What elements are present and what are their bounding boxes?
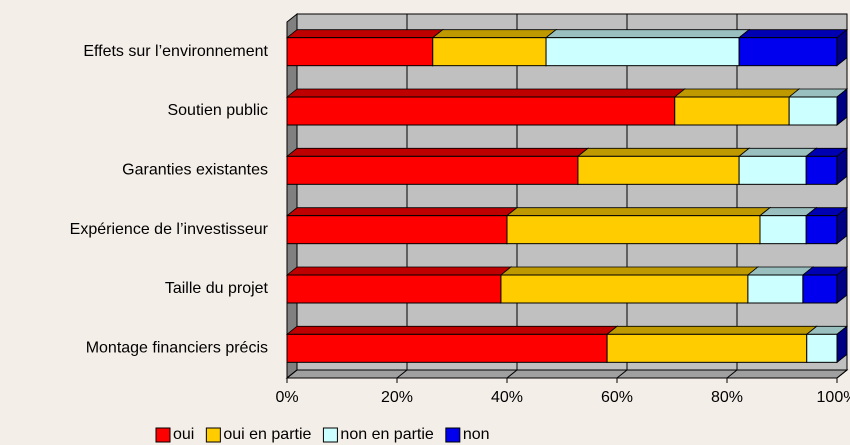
bar-top — [737, 147, 818, 157]
legend-label: non — [463, 426, 490, 443]
legend-swatch — [322, 427, 338, 443]
bar — [432, 37, 547, 67]
bar-top — [544, 29, 751, 39]
x-tick-label: 100% — [817, 389, 850, 406]
bar — [747, 274, 804, 304]
y-tick-label: Soutien public — [167, 102, 268, 119]
bar-top — [505, 207, 772, 217]
x-tick-label: 20% — [381, 389, 413, 406]
x-tick-label: 0% — [275, 389, 298, 406]
bar — [788, 96, 838, 126]
bar-top — [431, 29, 558, 39]
bar-top — [285, 147, 590, 157]
bar — [805, 215, 838, 245]
grid-line — [836, 369, 848, 379]
bar — [738, 155, 807, 185]
y-tick-label: Taille du projet — [165, 280, 269, 297]
bar — [805, 155, 838, 185]
bar-top — [576, 147, 751, 157]
bar — [286, 215, 508, 245]
legend-label: oui en partie — [223, 426, 311, 443]
bar — [286, 155, 579, 185]
y-tick-label: Effets sur l’environnement — [83, 43, 268, 60]
bar — [577, 155, 740, 185]
bar-top — [737, 29, 849, 39]
bar — [286, 37, 434, 67]
bar — [500, 274, 749, 304]
bar — [286, 333, 608, 363]
bar-side — [836, 88, 848, 126]
y-tick-label: Expérience de l’investisseur — [70, 221, 269, 238]
grid-line — [616, 369, 628, 379]
legend-label: non en partie — [340, 426, 434, 443]
legend-swatch — [205, 427, 221, 443]
x-tick-label: 60% — [601, 389, 633, 406]
bar-top — [285, 207, 519, 217]
bar-top — [499, 266, 760, 276]
grid-line — [726, 369, 738, 379]
grid-line — [286, 369, 298, 379]
x-tick-label: 80% — [711, 389, 743, 406]
grid-line — [396, 369, 408, 379]
bar-side — [836, 325, 848, 364]
bar — [286, 274, 502, 304]
x-tick-label: 40% — [491, 389, 523, 406]
bar — [506, 215, 761, 245]
bar-top — [605, 325, 818, 335]
y-tick-label: Garanties existantes — [122, 162, 268, 179]
bar-top — [285, 88, 686, 98]
side-wall — [286, 12, 298, 380]
bar-top — [285, 266, 513, 276]
bar — [806, 333, 838, 363]
bar — [286, 96, 676, 126]
back-wall — [296, 13, 848, 371]
bar — [738, 37, 838, 67]
grid-line — [506, 369, 518, 379]
bar — [606, 333, 808, 363]
y-tick-label: Montage financiers précis — [86, 340, 268, 357]
legend-swatch — [155, 427, 171, 443]
floor — [285, 369, 849, 379]
bar-top — [673, 88, 801, 98]
bar — [674, 96, 790, 126]
bar-top — [285, 325, 619, 335]
bar — [759, 215, 807, 245]
bar-top — [746, 266, 815, 276]
legend-swatch — [445, 427, 461, 443]
legend-label: oui — [173, 426, 194, 443]
bar — [802, 274, 838, 304]
bar — [545, 37, 740, 67]
bar-top — [285, 29, 444, 39]
